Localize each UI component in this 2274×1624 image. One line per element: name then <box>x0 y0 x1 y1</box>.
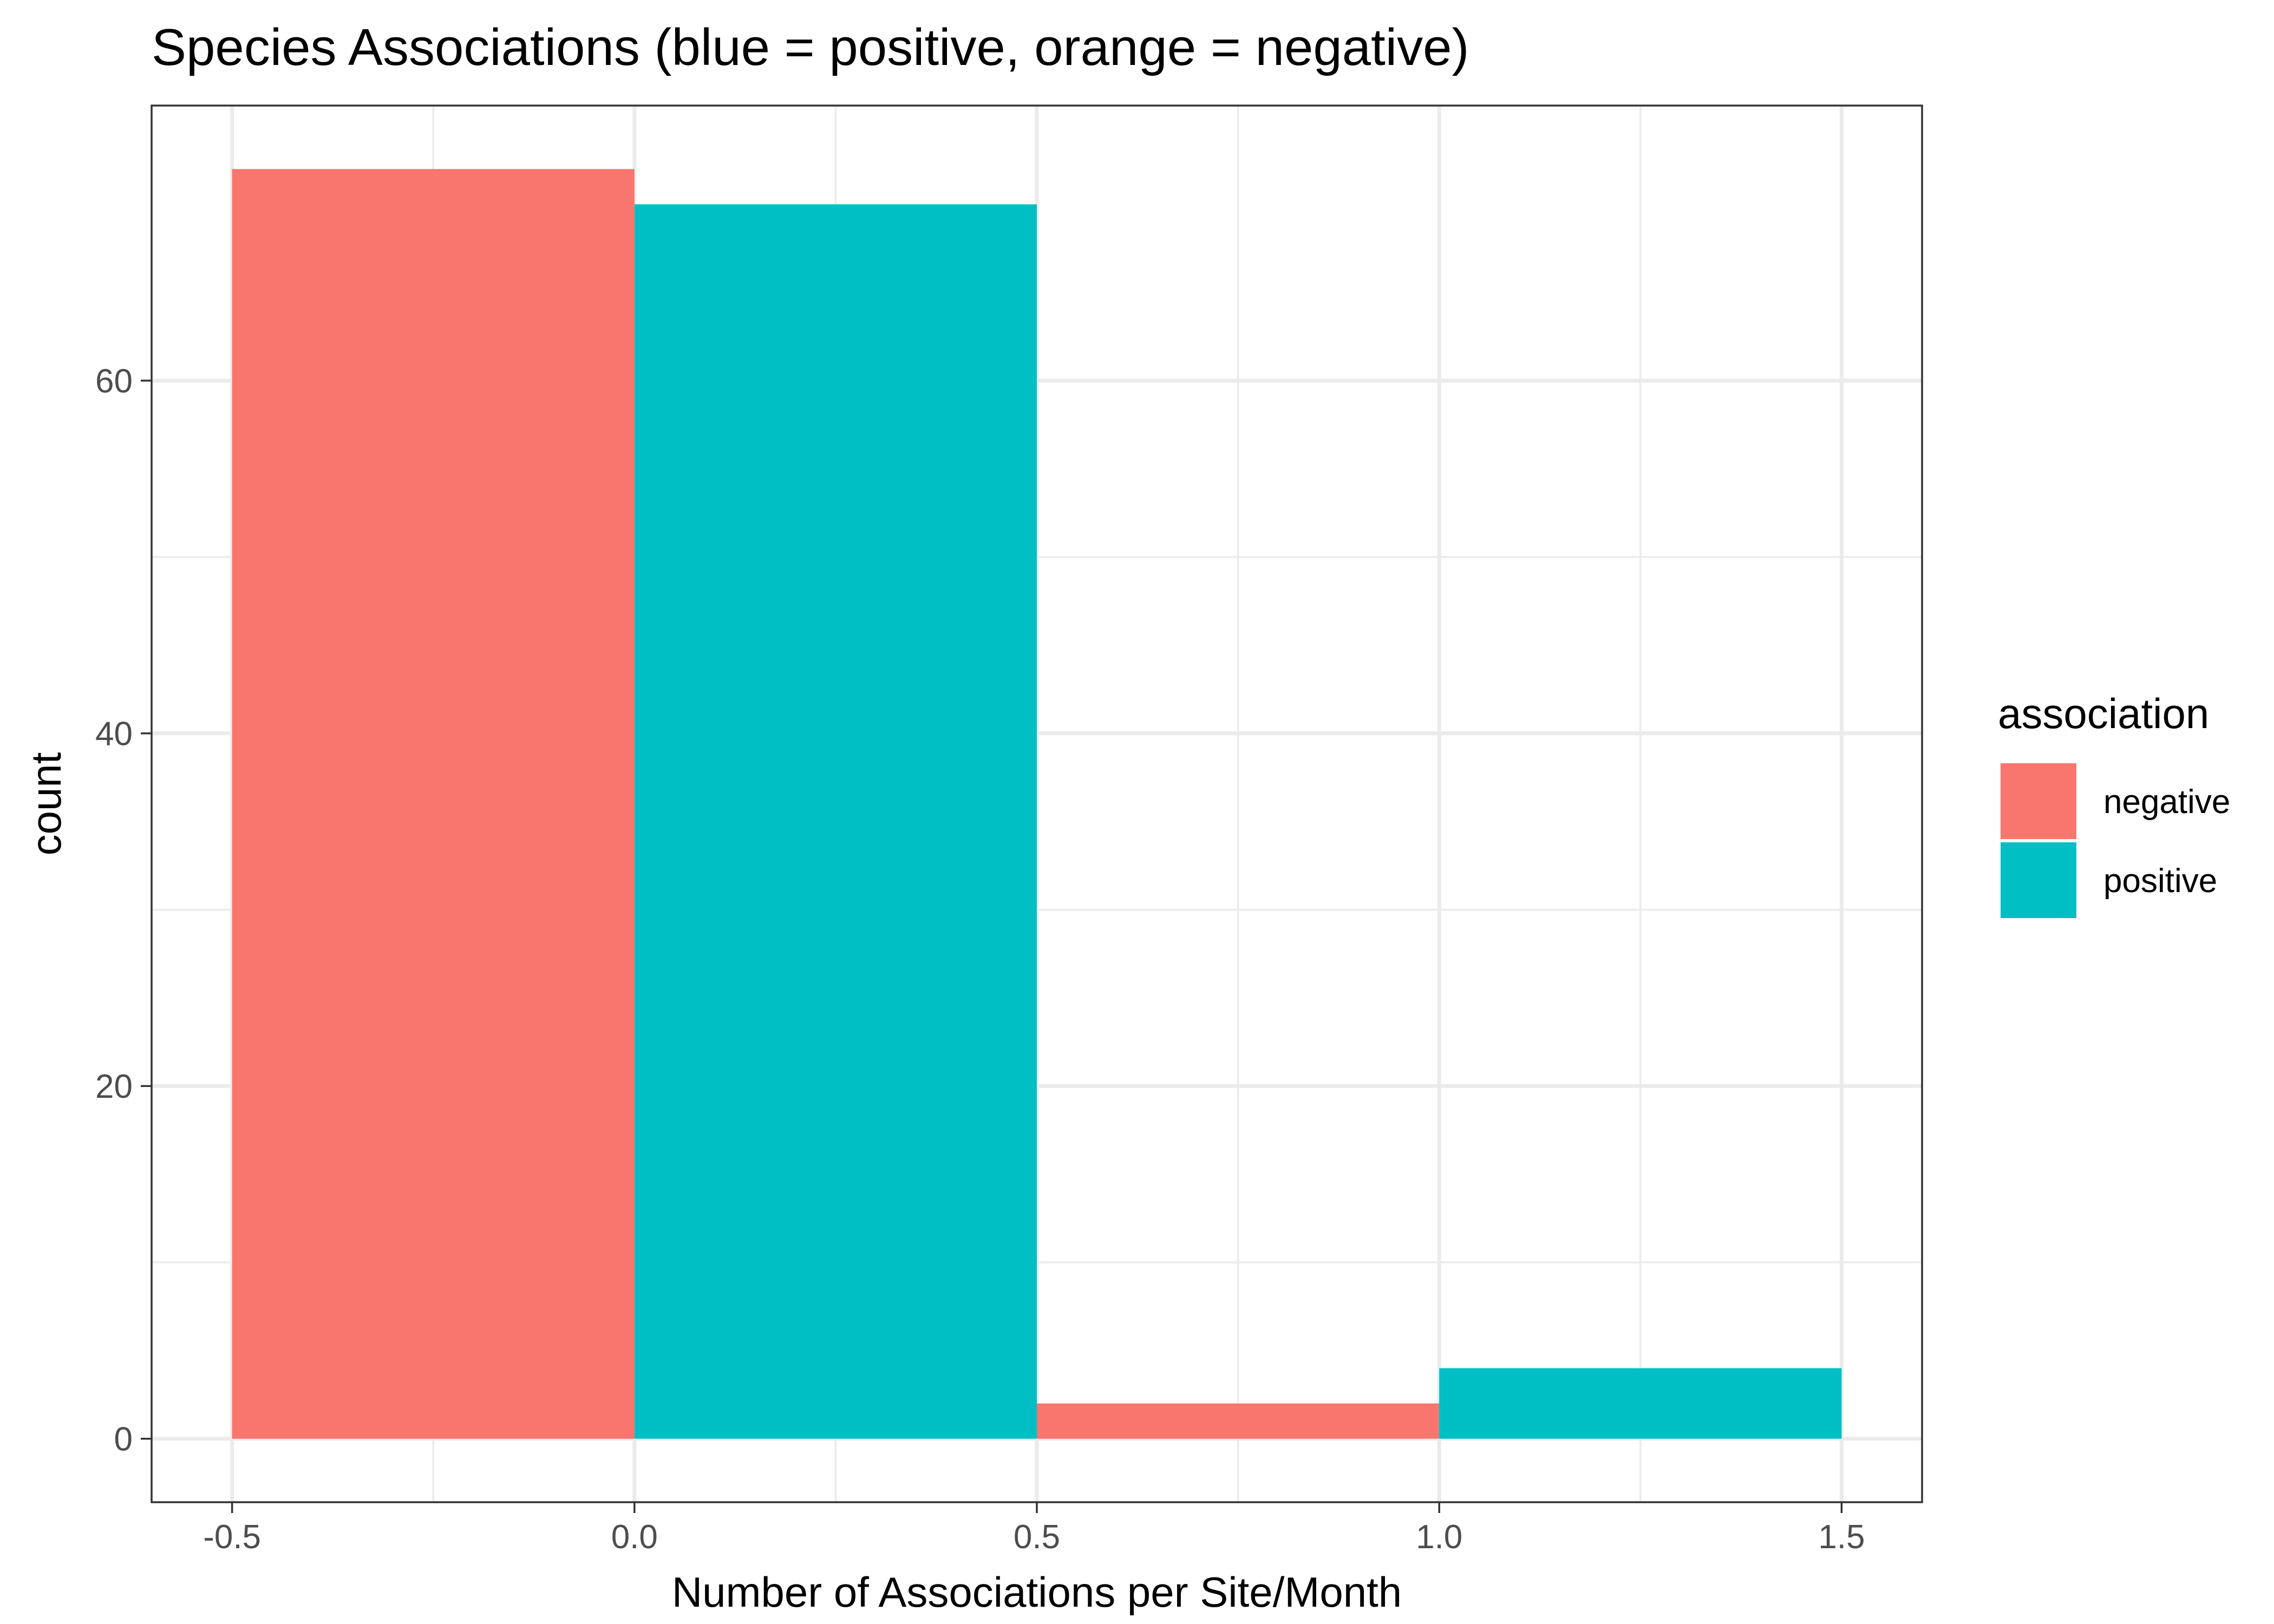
x-tick-label: 0.0 <box>611 1518 658 1556</box>
legend-key-negative <box>2001 763 2076 839</box>
x-tick-label: 1.5 <box>1818 1518 1865 1556</box>
x-axis-title: Number of Associations per Site/Month <box>672 1568 1402 1616</box>
x-tick-label: 1.0 <box>1416 1518 1462 1556</box>
bar-negative <box>1037 1403 1440 1439</box>
y-tick-label: 0 <box>114 1421 133 1458</box>
legend-title: association <box>1998 690 2209 737</box>
x-axis: -0.5 0.0 0.5 1.0 1.5 <box>203 1502 1865 1556</box>
bars <box>232 169 1842 1439</box>
legend-entries: negative positive <box>2001 763 2230 918</box>
legend: association negative positive <box>1998 690 2230 918</box>
plot-panel <box>151 104 1923 1503</box>
legend-label-negative: negative <box>2103 783 2230 821</box>
legend-label-positive: positive <box>2103 862 2217 900</box>
legend-key-positive <box>2001 842 2076 918</box>
y-axis-title: count <box>22 752 70 855</box>
y-tick-label: 60 <box>95 363 133 400</box>
bar-positive <box>1439 1368 1842 1439</box>
x-tick-label: 0.5 <box>1014 1518 1060 1556</box>
y-tick-label: 20 <box>95 1068 133 1105</box>
bar-negative <box>232 169 635 1439</box>
y-axis: 0 20 40 60 <box>95 363 152 1458</box>
x-tick-label: -0.5 <box>203 1518 261 1556</box>
bar-positive <box>634 204 1037 1439</box>
y-tick-label: 40 <box>95 716 133 753</box>
chart-title: Species Associations (blue = positive, o… <box>152 18 1469 76</box>
